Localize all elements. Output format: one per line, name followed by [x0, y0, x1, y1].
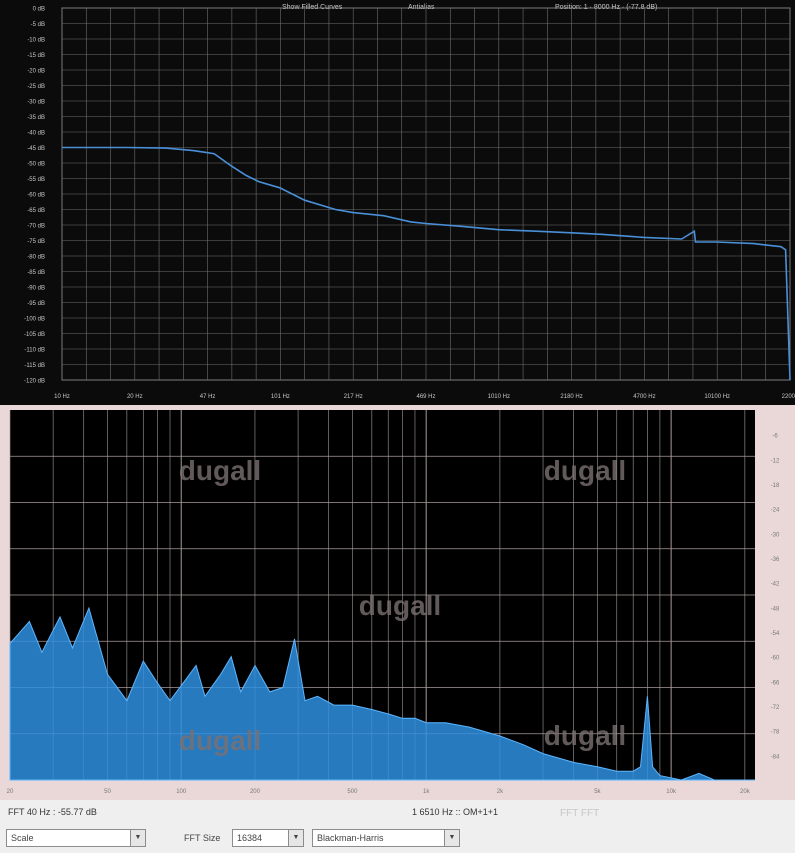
window-function-select[interactable]: Blackman-Harris ▼ — [312, 829, 460, 847]
y-tick-label: 0 dB — [33, 7, 45, 13]
x-tick-label: 101 Hz — [271, 394, 290, 400]
position-readout: Position: 1 · 8000 Hz · (-77.8 dB) — [555, 4, 657, 11]
x-tick-label: 4700 Hz — [633, 394, 655, 400]
spectrum-fill — [9, 606, 755, 781]
y-tick-label: -35 dB — [27, 115, 45, 121]
y-tick-label: -105 dB — [24, 332, 45, 338]
y-tick-label: -90 dB — [27, 286, 45, 292]
y-tick-label: -24 — [771, 508, 780, 514]
x-tick-label: 100 — [176, 789, 187, 795]
y-tick-label: -120 dB — [24, 379, 45, 385]
chevron-down-icon[interactable]: ▼ — [130, 830, 145, 846]
y-tick-label: -30 — [771, 532, 780, 538]
x-tick-label: 2180 Hz — [560, 394, 582, 400]
frequency-response-chart: Show Filled Curves Antialias Position: 1… — [24, 4, 795, 400]
y-tick-label: -12 — [771, 458, 780, 464]
fft-size-label: FFT Size — [184, 833, 221, 843]
chevron-down-icon[interactable]: ▼ — [288, 830, 303, 846]
y-tick-label: -65 dB — [27, 208, 45, 214]
y-tick-label: -6 — [772, 434, 778, 440]
spectrum-chart: dugall dugall dugall dugall dugall -6 -12 -18 -… — [7, 410, 780, 795]
x-tick-label: 10100 Hz — [704, 394, 730, 400]
x-tick-label: 47 Hz — [200, 394, 216, 400]
y-tick-label: -25 dB — [27, 84, 45, 90]
fft-size-select[interactable]: 16384 ▼ — [232, 829, 304, 847]
x-tick-label: 10 Hz — [54, 394, 70, 400]
y-tick-label: -60 — [771, 656, 780, 662]
scale-select-value: Scale — [11, 833, 34, 843]
y-tick-label: -48 — [771, 606, 780, 612]
y-tick-label: -60 dB — [27, 193, 45, 199]
y-tick-label: -30 dB — [27, 100, 45, 106]
x-tick-label: 1010 Hz — [488, 394, 510, 400]
watermark-text: dugall — [544, 720, 626, 751]
watermark-text: dugall — [359, 590, 441, 621]
watermark-text: dugall — [179, 725, 261, 756]
x-tick-label: 500 — [347, 789, 358, 795]
y-tick-label: -5 dB — [31, 22, 45, 28]
window-function-value: Blackman-Harris — [317, 833, 384, 843]
fft-size-value: 16384 — [237, 833, 263, 843]
chevron-down-icon[interactable]: ▼ — [444, 830, 459, 846]
y-tick-label: -18 — [771, 483, 780, 489]
x-tick-label: 20k — [740, 789, 751, 795]
y-tick-label: -50 dB — [27, 162, 45, 168]
y-tick-label: -66 — [771, 680, 780, 686]
y-tick-label: -85 dB — [27, 270, 45, 276]
status-hint: FFT FFT — [560, 808, 600, 819]
x-tick-label: 20 Hz — [127, 394, 143, 400]
y-tick-label: -70 dB — [27, 224, 45, 230]
scale-select[interactable]: Scale ▼ — [6, 829, 146, 847]
y-tick-label: -100 dB — [24, 317, 45, 323]
y-tick-label: -75 dB — [27, 239, 45, 245]
frequency-response-panel: Show Filled Curves Antialias Position: 1… — [0, 0, 795, 405]
y-tick-label: -54 — [771, 631, 780, 637]
y-tick-label: -78 — [771, 730, 780, 736]
x-tick-label: 2k — [497, 789, 504, 795]
x-tick-label: 217 Hz — [344, 394, 363, 400]
y-tick-label: -10 dB — [27, 38, 45, 44]
y-tick-label: -110 dB — [24, 348, 45, 354]
y-tick-label: -45 dB — [27, 146, 45, 152]
x-tick-label: 469 Hz — [416, 394, 435, 400]
y-tick-label: -15 dB — [27, 53, 45, 59]
y-tick-label: -95 dB — [27, 301, 45, 307]
watermark-text: dugall — [544, 455, 626, 486]
x-tick-label: 5k — [594, 789, 601, 795]
x-tick-label: 1k — [423, 789, 430, 795]
x-tick-label: 200 — [250, 789, 261, 795]
spectrum-panel: dugall dugall dugall dugall dugall -6 -12 -18 -… — [0, 405, 795, 800]
x-tick-label: 50 — [104, 789, 111, 795]
header-option-2[interactable]: Antialias — [408, 4, 435, 11]
response-curve — [62, 146, 791, 381]
y-tick-label: -55 dB — [27, 177, 45, 183]
x-tick-label: 20 — [7, 789, 14, 795]
cursor-readout-right: 1 6510 Hz :: OM+1+1 — [412, 807, 499, 817]
y-tick-label: -36 — [771, 557, 780, 563]
x-tick-label: 10k — [666, 789, 677, 795]
y-tick-label: -115 dB — [24, 363, 45, 369]
cursor-readout-left: FFT 40 Hz : -55.77 dB — [8, 807, 97, 817]
y-tick-label: -20 dB — [27, 69, 45, 75]
status-bar: FFT 40 Hz : -55.77 dB 1 6510 Hz :: OM+1+… — [0, 800, 795, 853]
x-tick-label: 22000 — [782, 394, 795, 400]
y-tick-label: -84 — [771, 754, 780, 760]
y-tick-label: -40 dB — [27, 131, 45, 137]
y-tick-label: -80 dB — [27, 255, 45, 261]
header-option-1[interactable]: Show Filled Curves — [282, 4, 343, 11]
y-tick-label: -42 — [771, 582, 780, 588]
y-tick-label: -72 — [771, 705, 780, 711]
watermark-text: dugall — [179, 455, 261, 486]
